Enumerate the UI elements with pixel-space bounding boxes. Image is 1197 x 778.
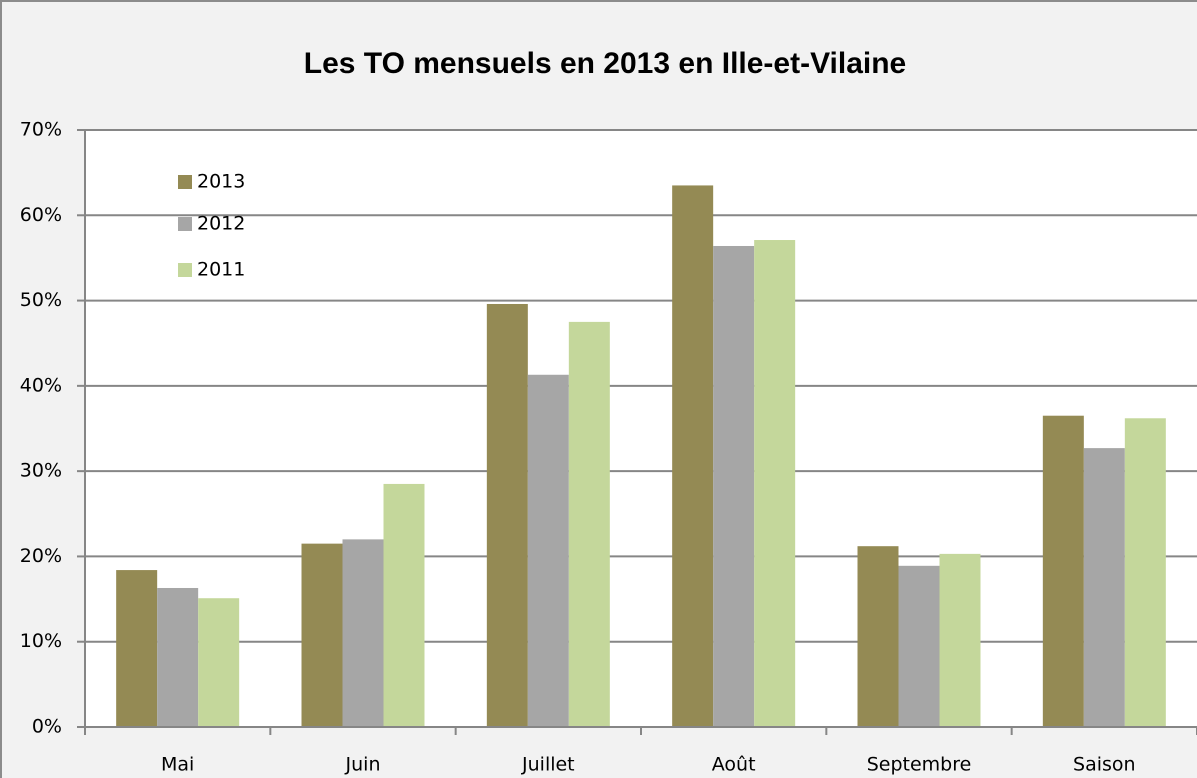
bar [342, 539, 384, 727]
bar [713, 245, 755, 727]
x-tick-label: Août [712, 754, 756, 776]
y-tick-label: 40% [20, 374, 62, 396]
bar [939, 553, 981, 727]
bar [857, 546, 899, 727]
x-tick-label: Saison [1073, 754, 1136, 776]
bar [672, 185, 714, 727]
x-tick-label: Juillet [521, 754, 575, 776]
y-tick-label: 30% [20, 460, 62, 482]
bar [157, 587, 199, 727]
y-tick-label: 50% [20, 289, 62, 311]
bar [486, 303, 528, 727]
bar [527, 374, 569, 727]
bar [116, 570, 158, 727]
x-tick-label: Septembre [867, 754, 972, 776]
x-tick-label: Juin [345, 754, 381, 776]
y-tick-label: 0% [32, 716, 62, 738]
bar [1124, 418, 1166, 727]
bar [568, 321, 610, 727]
legend-swatch [178, 175, 192, 189]
legend-label: 2013 [197, 171, 245, 193]
bar [198, 598, 240, 727]
plot-area [85, 130, 1197, 727]
legend-swatch [178, 263, 192, 277]
x-tick-label: Mai [161, 754, 194, 776]
y-tick-label: 20% [20, 545, 62, 567]
legend-label: 2011 [197, 259, 245, 281]
bar [1083, 448, 1125, 727]
bar [1042, 415, 1084, 727]
bar [301, 543, 343, 727]
bar [898, 565, 940, 727]
y-tick-label: 10% [20, 630, 62, 652]
legend-label: 2012 [197, 213, 245, 235]
chart-title: Les TO mensuels en 2013 en Ille-et-Vilai… [304, 47, 907, 80]
legend-swatch [178, 217, 192, 231]
bar [383, 483, 425, 727]
y-tick-label: 70% [20, 119, 62, 141]
bar [754, 240, 796, 728]
y-tick-label: 60% [20, 204, 62, 226]
